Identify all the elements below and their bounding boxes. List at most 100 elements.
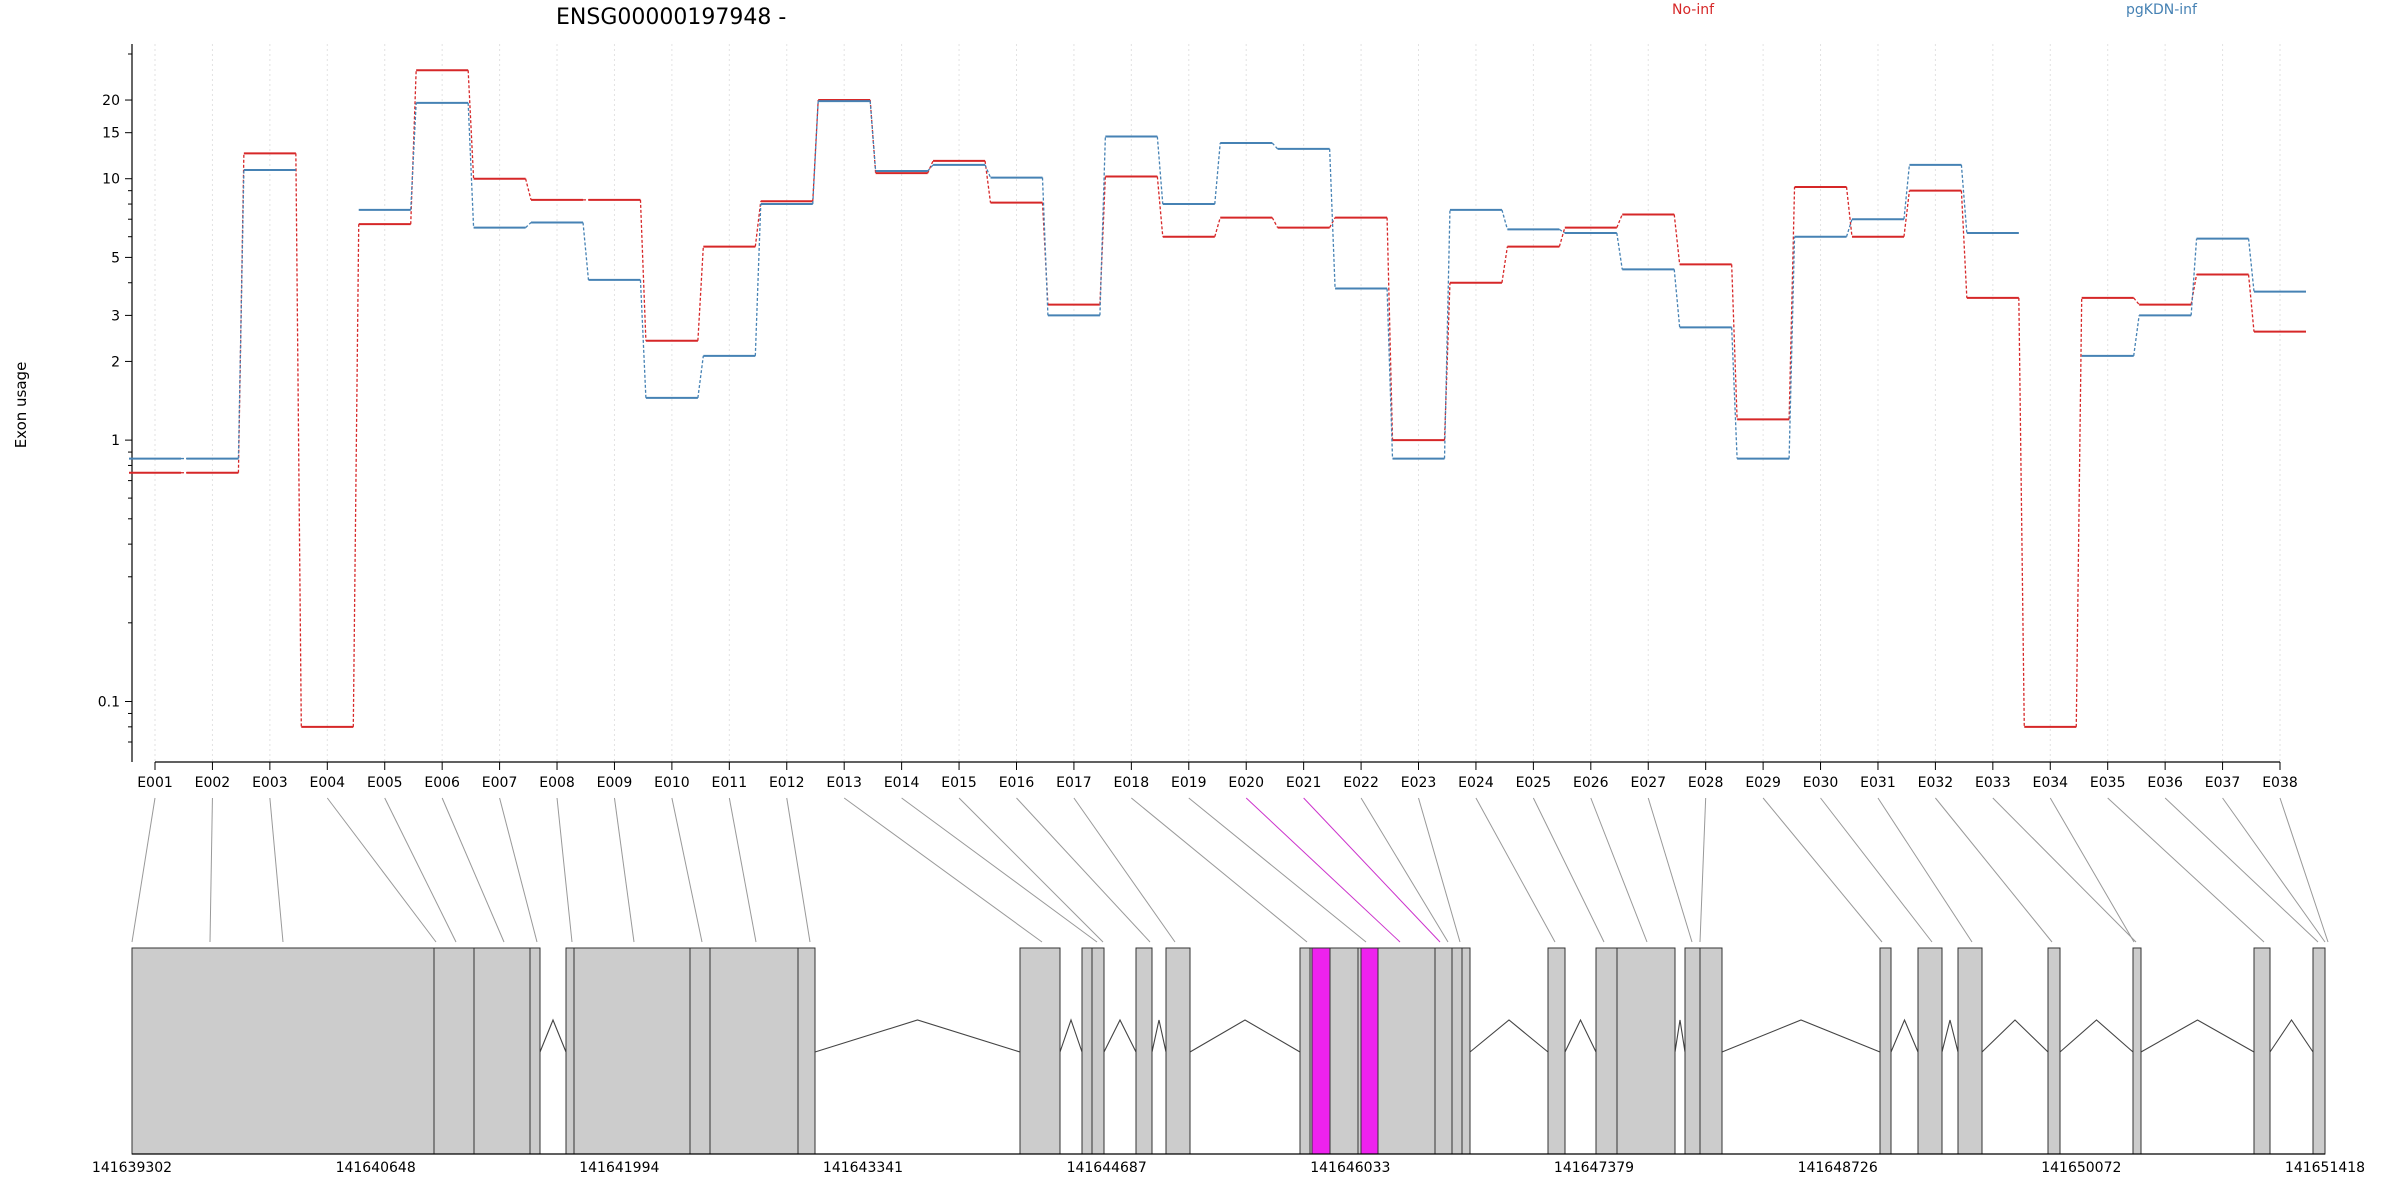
x-tick-label: E003 xyxy=(252,775,288,791)
exon-connector-line xyxy=(1360,797,1449,943)
genomic-coordinate-label: 141650072 xyxy=(2041,1160,2121,1176)
exon-connectors xyxy=(131,797,2329,943)
series-connector xyxy=(1731,327,1738,459)
series-connector xyxy=(1788,186,1796,420)
genomic-coordinate-label: 141643341 xyxy=(823,1160,903,1176)
exon-connector-line xyxy=(1877,797,1973,943)
series-connector xyxy=(2018,297,2025,727)
x-tick-label: E015 xyxy=(941,775,977,791)
intron-line xyxy=(2059,1019,2134,1053)
exon-connector-line xyxy=(1647,797,1693,943)
exon-connector-line xyxy=(499,797,538,943)
exon-block xyxy=(1299,947,1311,1155)
y-tick-label: 2 xyxy=(111,354,120,370)
exon-block xyxy=(1434,947,1453,1155)
series-connector xyxy=(525,222,532,229)
series-connector xyxy=(1214,217,1221,237)
exon-connector-line xyxy=(441,797,505,943)
series-connector xyxy=(812,101,819,205)
x-tick-label: E026 xyxy=(1573,775,1609,791)
legend-entry-pgkdn-inf: pgKDN-inf xyxy=(2126,2,2198,18)
series-pgkdn-inf xyxy=(129,100,2306,460)
exon-connector-line xyxy=(1532,797,1605,943)
series-connector xyxy=(1156,136,1164,205)
series-connector xyxy=(754,204,762,356)
series-connector xyxy=(1041,177,1049,316)
y-tick-label: 3 xyxy=(111,308,120,324)
exon-connector-line xyxy=(326,797,437,943)
x-tick-label: E002 xyxy=(195,775,231,791)
series-connector xyxy=(1960,190,1968,298)
series-connector xyxy=(352,224,360,727)
series-connector xyxy=(1731,264,1738,420)
series-connector xyxy=(524,178,532,201)
series-connector xyxy=(295,153,302,727)
series-connector xyxy=(2133,297,2140,305)
exon-connector-line xyxy=(1699,797,1707,943)
exon-connector-line xyxy=(2164,797,2319,943)
series-connector xyxy=(1501,209,1509,230)
series-connector xyxy=(1386,217,1394,441)
x-tick-label: E018 xyxy=(1114,775,1150,791)
series-connector xyxy=(467,70,475,179)
series-connector xyxy=(237,169,245,459)
x-tick-label: E019 xyxy=(1171,775,1207,791)
exon-connector-line xyxy=(209,797,213,943)
exon-connector-line xyxy=(269,797,284,943)
series-connector xyxy=(1329,217,1336,228)
exon-connector-line xyxy=(1073,797,1176,943)
genomic-coordinate-label: 141644687 xyxy=(1067,1160,1147,1176)
x-tick-label: E013 xyxy=(826,775,862,791)
exon-connector-line xyxy=(1245,797,1401,943)
series-connector xyxy=(1845,186,1853,237)
exon-connector-line xyxy=(1188,797,1367,943)
intron-line xyxy=(1890,1018,1919,1053)
exon-block xyxy=(1165,947,1191,1155)
exon-connector-line xyxy=(728,797,757,943)
exon-connector-line xyxy=(131,797,156,943)
intron-line xyxy=(1941,1019,1959,1053)
intron-line xyxy=(1469,1019,1549,1053)
exon-connector-line xyxy=(556,797,573,943)
series-connector xyxy=(1271,217,1279,228)
exon-block xyxy=(1019,947,1061,1155)
exon-block xyxy=(709,947,799,1155)
x-tick-label: E036 xyxy=(2147,775,2183,791)
x-tick-label: E030 xyxy=(1803,775,1839,791)
y-tick-label: 20 xyxy=(102,93,120,109)
x-tick-label: E025 xyxy=(1516,775,1552,791)
x-tick-label: E023 xyxy=(1401,775,1437,791)
x-tick-label: E007 xyxy=(482,775,518,791)
exon-block xyxy=(1547,947,1566,1155)
x-tick-label: E001 xyxy=(137,775,173,791)
exon-block xyxy=(2132,947,2142,1155)
series-connector xyxy=(410,102,417,210)
grid xyxy=(154,44,2281,762)
x-tick-label: E024 xyxy=(1458,775,1494,791)
series-no-inf xyxy=(129,69,2306,728)
chart-title: ENSG00000197948 - xyxy=(556,5,786,30)
exon-block xyxy=(1135,947,1153,1155)
series-connector xyxy=(639,199,647,341)
intron-line xyxy=(1103,1018,1137,1053)
genomic-coordinate-label: 141647379 xyxy=(1554,1160,1634,1176)
x-tick-label: E028 xyxy=(1688,775,1724,791)
axes: 0.1 1 2 3 5 10 15 20 E001 E002 E003 E004 E005 E006 E00… xyxy=(98,44,2298,791)
gene-model: 141639302 141640648 141641994 141643341 1416… xyxy=(92,947,2365,1176)
intron-line xyxy=(1674,1019,1686,1053)
series-connector xyxy=(1673,214,1681,265)
series-connector xyxy=(1960,164,1968,234)
exon-block xyxy=(1684,947,1701,1155)
series-connector xyxy=(927,160,934,174)
exon-block xyxy=(573,947,691,1155)
series-connector xyxy=(1443,282,1451,441)
x-tick-label: E012 xyxy=(769,775,805,791)
x-tick-label: E017 xyxy=(1056,775,1092,791)
series-connector xyxy=(1616,232,1623,270)
series-connector xyxy=(2190,238,2198,316)
exon-block xyxy=(565,947,575,1155)
series-connector xyxy=(1099,136,1107,316)
exon-connector-line xyxy=(843,797,1043,943)
exon-connector-line xyxy=(2049,797,2135,943)
